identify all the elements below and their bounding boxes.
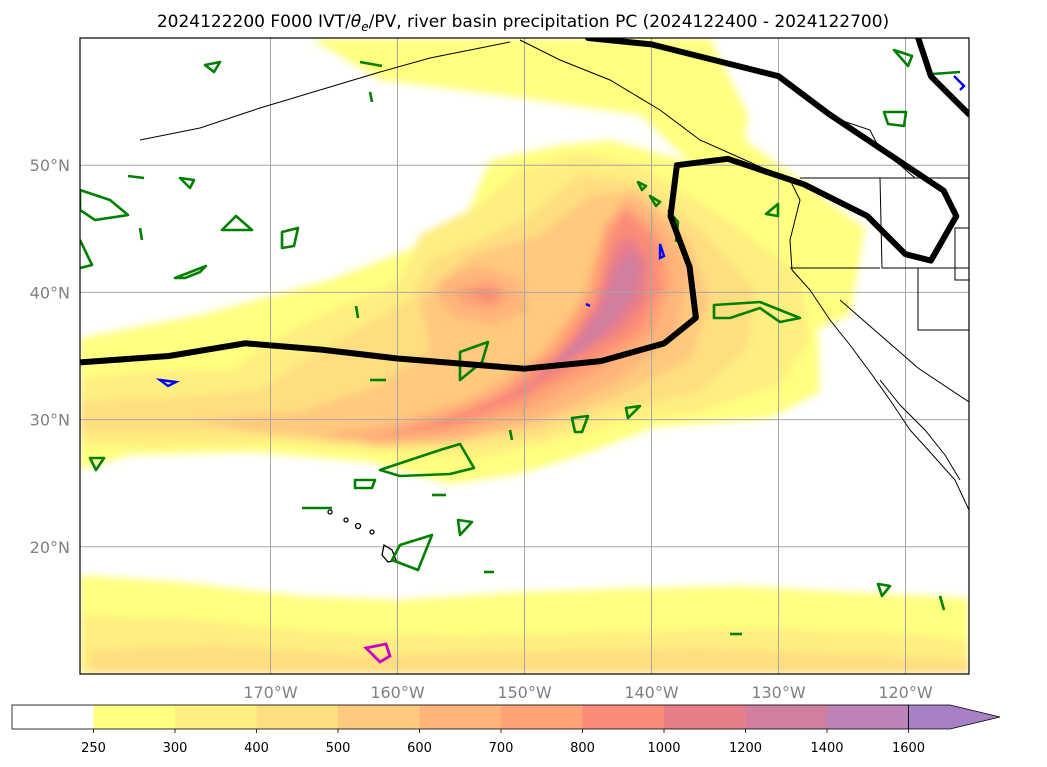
pv-contour-line: [80, 38, 960, 372]
ivt-band-400-tropics: [90, 645, 969, 674]
alaska-coast: [139, 41, 511, 141]
lat-tick-labels: 20°N 30°N 40°N 50°N: [30, 156, 70, 557]
colorbar-tick-label: 250: [81, 741, 106, 756]
coastlines: [139, 39, 969, 511]
colorbar-tick-label: 800: [570, 741, 595, 756]
pv-contours: [80, 38, 969, 372]
colorbar-segment: [338, 705, 420, 729]
colorbar-tick-label: 600: [407, 741, 432, 756]
baja-coast: [879, 379, 961, 481]
colorbar-tick-label: 700: [489, 741, 514, 756]
theta-e-contours: [80, 48, 961, 636]
lat-tick-label: 30°N: [30, 411, 70, 430]
colorbar-tick-label: 1600: [892, 741, 925, 756]
colorbar-tick-label: 1200: [729, 741, 762, 756]
pv-contour-line: [915, 38, 969, 118]
title-suffix: /PV, river basin precipitation PC (20241…: [369, 12, 890, 32]
colorbar-segment: [582, 705, 665, 729]
map-title: 2024122200 F000 IVT/θe/PV, river basin p…: [157, 12, 889, 34]
colorbar: [11, 704, 1001, 730]
colorbar-segment: [908, 704, 1001, 730]
map-area: [80, 38, 969, 674]
state-borders: [790, 177, 969, 403]
lon-tick-label: 170°W: [243, 683, 298, 702]
colorbar-segment: [419, 705, 502, 729]
colorbar-segment: [827, 705, 909, 729]
lat-tick-label: 50°N: [30, 156, 70, 175]
magenta-contour: [363, 642, 392, 664]
colorbar-segment: [745, 705, 828, 729]
title-theta-symbol: θ: [351, 12, 362, 32]
title-prefix: 2024122200 F000 IVT/: [157, 12, 351, 32]
map-frame: [79, 37, 970, 675]
lat-tick-label: 20°N: [30, 538, 70, 557]
colorbar-tick-label: 400: [244, 741, 269, 756]
colorbar-segment: [93, 705, 176, 729]
lon-tick-label: 130°W: [751, 683, 806, 702]
gridlines: [80, 38, 969, 674]
colorbar-segment: [256, 705, 339, 729]
blue-contours: [155, 75, 966, 388]
colorbar-tick-label: 300: [163, 741, 188, 756]
colorbar-labels: 250 300 400 500 600 700 800 1000 1200 1400 1600: [81, 729, 925, 756]
title-theta-subscript: e: [361, 20, 368, 34]
lon-tick-label: 120°W: [878, 683, 933, 702]
bc-coast: [519, 39, 801, 271]
colorbar-segment: [12, 705, 94, 729]
ivt-band-1200: [550, 248, 642, 365]
colorbar-outline: [11, 704, 909, 730]
lon-tick-labels: 170°W 160°W 150°W 140°W 130°W 120°W: [243, 683, 933, 702]
colorbar-segment: [664, 705, 746, 729]
lat-tick-label: 40°N: [30, 283, 70, 302]
lon-tick-label: 140°W: [624, 683, 679, 702]
colorbar-segment: [501, 705, 583, 729]
lon-tick-label: 150°W: [497, 683, 552, 702]
lon-tick-label: 160°W: [370, 683, 425, 702]
colorbar-segment: [175, 705, 257, 729]
colorbar-tick-label: 500: [326, 741, 351, 756]
colorbar-tick-label: 1000: [647, 741, 680, 756]
colorbar-tick-label: 1400: [810, 741, 843, 756]
ivt-band-1000: [480, 235, 648, 410]
us-west-coast: [791, 269, 969, 511]
